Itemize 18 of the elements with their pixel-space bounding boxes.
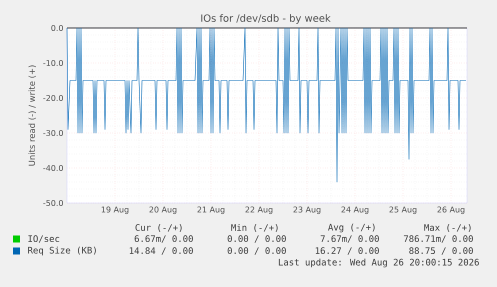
text: Avg (-/+) <box>328 224 375 232</box>
text: Min (-/+) <box>231 224 278 232</box>
text: Cur (-/+) <box>136 224 182 232</box>
text: 0.00 / 0.00 <box>228 235 286 243</box>
text: 786.71m/ 0.00 <box>404 235 473 243</box>
text: Max (-/+) <box>424 224 471 232</box>
text: 0.00 / 0.00 <box>228 247 286 255</box>
chart-title: IOs for /dev/sdb - by week <box>201 14 331 24</box>
y-axis-title: Units read (-) / write (+) <box>28 65 36 166</box>
legend-label: Req Size (KB) <box>28 246 96 256</box>
text: Last update: Wed Aug 26 20:00:15 2026 <box>278 258 479 268</box>
text: 14.84 / 0.00 <box>130 247 193 255</box>
text: 88.75 / 0.00 <box>409 247 473 255</box>
text: 7.67m/ 0.00 <box>320 235 379 243</box>
legend-label: IO/sec <box>28 235 60 243</box>
text: 6.67m/ 0.00 <box>134 235 193 243</box>
line-series <box>66 28 466 182</box>
text: 16.27 / 0.00 <box>316 247 379 255</box>
